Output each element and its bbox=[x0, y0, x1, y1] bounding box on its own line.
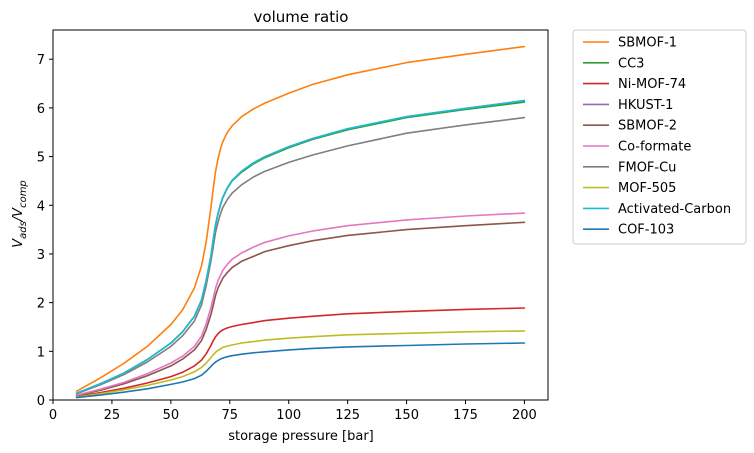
x-tick-label: 175 bbox=[453, 408, 478, 423]
x-tick-label: 125 bbox=[335, 408, 360, 423]
series-line-sbmof-1 bbox=[75, 45, 526, 393]
legend-box bbox=[572, 29, 747, 245]
legend-label-cc3: CC3 bbox=[618, 56, 644, 71]
y-tick-label: 4 bbox=[37, 199, 45, 214]
y-axis-label-slash: /V bbox=[11, 207, 26, 222]
series-line-ni-mof-74 bbox=[75, 307, 526, 398]
y-tick-label: 0 bbox=[37, 394, 45, 409]
series-line-co-formate bbox=[75, 212, 526, 396]
plot-lines bbox=[75, 45, 526, 399]
series-line-sbmof-2 bbox=[75, 221, 526, 397]
y-axis-label-comp: comp bbox=[18, 180, 29, 208]
x-tick-label: 200 bbox=[512, 408, 537, 423]
legend: SBMOF-1 CC3 Ni-MOF-74 HKUST-1 SBMOF-2 Co-form… bbox=[572, 29, 747, 245]
x-tick-label: 0 bbox=[49, 408, 57, 423]
legend-label-co-formate: Co-formate bbox=[618, 140, 691, 155]
legend-label-ni-mof-74: Ni-MOF-74 bbox=[618, 77, 686, 92]
legend-label-sbmof-1: SBMOF-1 bbox=[618, 36, 677, 51]
y-tick-label: 3 bbox=[37, 248, 45, 263]
legend-label-hkust-1: HKUST-1 bbox=[618, 98, 673, 113]
x-axis-label: storage pressure [bar] bbox=[228, 429, 374, 444]
y-axis-label-v-ads: V bbox=[11, 238, 26, 248]
series-line-activated-carbon bbox=[75, 99, 526, 395]
legend-label-cof-103: COF-103 bbox=[618, 223, 674, 238]
series-line-cof-103 bbox=[75, 342, 526, 399]
y-axis-label: Vads/Vcomp bbox=[11, 180, 29, 248]
y-axis-label-ads: ads bbox=[18, 221, 29, 239]
legend-label-sbmof-2: SBMOF-2 bbox=[618, 119, 677, 134]
y-ticks: 0 1 2 3 4 5 6 7 bbox=[37, 53, 53, 409]
x-ticks: 0 25 50 75 100 125 150 175 200 bbox=[49, 400, 537, 423]
x-tick-label: 50 bbox=[163, 408, 180, 423]
legend-label-fmof-cu: FMOF-Cu bbox=[618, 160, 676, 175]
legend-label-mof-505: MOF-505 bbox=[618, 181, 676, 196]
chart-title: volume ratio bbox=[254, 8, 349, 26]
x-tick-label: 150 bbox=[394, 408, 419, 423]
x-tick-label: 100 bbox=[276, 408, 301, 423]
legend-label-activated-carbon: Activated-Carbon bbox=[618, 202, 731, 217]
x-axis-title: storage pressure [bar] bbox=[228, 429, 374, 444]
x-tick-label: 75 bbox=[222, 408, 239, 423]
y-tick-label: 6 bbox=[37, 102, 45, 117]
y-tick-label: 1 bbox=[37, 345, 45, 360]
y-tick-label: 2 bbox=[37, 297, 45, 312]
x-tick-label: 25 bbox=[104, 408, 121, 423]
y-tick-label: 7 bbox=[37, 53, 45, 68]
series-line-mof-505 bbox=[75, 330, 526, 398]
y-axis-title: Vads/Vcomp bbox=[11, 180, 29, 248]
y-tick-label: 5 bbox=[37, 151, 45, 166]
series-line-fmof-cu bbox=[75, 116, 526, 395]
plot-frame bbox=[52, 29, 549, 401]
